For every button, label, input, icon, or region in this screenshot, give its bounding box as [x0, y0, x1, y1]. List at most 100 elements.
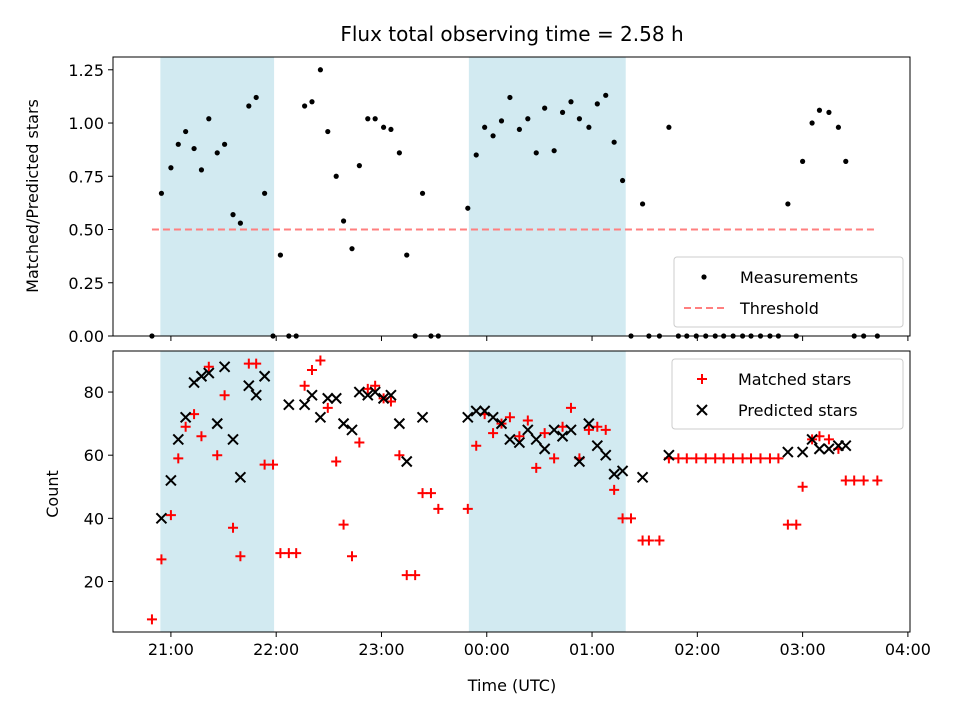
top-measurement-point — [206, 116, 212, 122]
matched-star-point — [203, 361, 214, 372]
predicted-star-point — [250, 389, 262, 401]
top-measurement-point — [666, 124, 672, 130]
top-measurement-point — [222, 141, 228, 147]
top-measurement-point — [191, 145, 197, 152]
top-measurement-point — [533, 150, 539, 156]
matched-star-point — [592, 421, 603, 432]
top-ytick-label: 1.25 — [68, 61, 104, 80]
matched-star-point — [322, 402, 333, 413]
predicted-star-point — [227, 433, 239, 446]
matched-star-point — [583, 424, 594, 435]
top-measurement-point — [325, 128, 331, 135]
top-measurement-point — [482, 124, 488, 130]
top-measurement-point — [603, 92, 609, 98]
matched-star-point — [425, 488, 436, 499]
top-measurement-point — [372, 116, 378, 122]
top-measurement-point — [785, 201, 791, 207]
xtick-label: 04:00 — [885, 640, 931, 659]
predicted-star-point — [416, 411, 429, 424]
matched-star-point — [791, 519, 802, 530]
predicted-star-point — [806, 433, 818, 446]
matched-star-point — [346, 551, 357, 562]
predicted-star-point — [337, 417, 350, 430]
matched-star-point — [737, 453, 748, 464]
predicted-star-point — [322, 392, 334, 405]
xtick-label: 02:00 — [674, 640, 720, 659]
top-measurement-point — [175, 141, 181, 147]
top-measurement-point — [843, 158, 849, 164]
matched-star-point — [306, 364, 317, 375]
matched-star-point — [872, 475, 883, 486]
top-measurement-point — [525, 116, 531, 122]
predicted-star-point — [172, 433, 184, 446]
top-ylabel: Matched/Predicted stars — [23, 99, 42, 293]
predicted-star-point — [504, 433, 516, 446]
top-measurement-point — [356, 163, 362, 169]
matched-star-point — [625, 513, 636, 524]
matched-star-point — [728, 453, 739, 464]
matched-star-point — [681, 453, 692, 464]
predicted-star-point — [478, 405, 491, 417]
matched-star-point — [173, 453, 184, 464]
top-ytick-label: 0.50 — [68, 221, 104, 240]
top-measurement-point — [333, 173, 339, 179]
predicted-star-point — [513, 436, 526, 449]
top-measurement-point — [349, 246, 355, 252]
bottom-panel: 20 40 60 80 21:00 22:00 23:00 00:00 01:00 02:00 03… — [84, 350, 931, 659]
top-measurement-point — [465, 205, 471, 211]
top-measurement-point — [158, 190, 165, 196]
top-measurement-point — [542, 105, 548, 111]
top-measurement-point — [619, 177, 626, 184]
predicted-star-point — [796, 446, 809, 458]
matched-star-point — [773, 453, 784, 464]
top-measurement-point — [277, 252, 284, 258]
predicted-star-point — [306, 389, 318, 401]
matched-star-point — [710, 453, 721, 464]
predicted-star-point — [591, 440, 604, 452]
top-measurement-point — [183, 128, 189, 135]
predicted-star-point — [616, 465, 629, 477]
bottom-ytick-label: 60 — [84, 446, 104, 465]
matched-star-point — [471, 440, 482, 451]
top-measurement-point — [576, 116, 583, 122]
top-measurement-point — [214, 150, 220, 156]
predicted-star-point — [155, 512, 168, 525]
predicted-star-point — [211, 417, 223, 430]
matched-star-point — [504, 412, 515, 423]
top-measurement-point — [516, 126, 522, 133]
chart-title: Flux total observing time = 2.58 h — [340, 22, 683, 46]
xtick-label: 00:00 — [464, 640, 510, 659]
matched-star-point — [370, 380, 381, 391]
matched-star-point — [156, 554, 167, 565]
top-measurement-point — [396, 150, 402, 156]
top-measurement-point — [198, 167, 205, 173]
predicted-star-point — [165, 474, 177, 487]
predicted-star-point — [283, 398, 295, 411]
predicted-star-point — [203, 367, 215, 379]
matched-star-point — [565, 402, 576, 413]
matched-star-point — [299, 380, 310, 391]
predicted-star-point — [369, 386, 381, 398]
top-axes-frame — [112, 56, 911, 337]
top-measurement-point — [568, 99, 574, 105]
predicted-star-point — [600, 449, 612, 461]
bottom-ylabel: Count — [43, 470, 62, 518]
predicted-star-point — [218, 361, 231, 373]
matched-star-point — [840, 475, 851, 486]
top-shaded-span — [468, 57, 626, 336]
xtick-label: 01:00 — [569, 640, 615, 659]
legend-predicted-marker — [696, 404, 708, 416]
top-legend-box — [673, 256, 904, 328]
predicted-star-point — [487, 411, 499, 424]
matched-star-point — [549, 453, 560, 464]
matched-star-point — [259, 459, 270, 470]
xtick-label: 03:00 — [780, 640, 826, 659]
matched-star-point — [433, 503, 444, 514]
matched-star-point — [165, 510, 176, 521]
bottom-legend-box — [671, 358, 904, 430]
matched-star-point — [691, 453, 702, 464]
top-measurement-point — [559, 109, 566, 115]
predicted-star-point — [393, 417, 406, 430]
predicted-star-point — [636, 471, 649, 483]
